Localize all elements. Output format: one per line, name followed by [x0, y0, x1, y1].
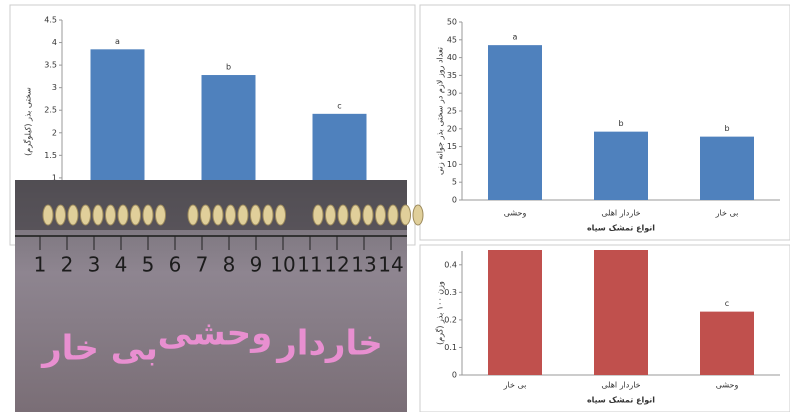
- ruler-number: 6: [169, 253, 182, 277]
- ruler-number: 3: [88, 253, 101, 277]
- seed: [106, 205, 116, 225]
- bar: [594, 237, 648, 375]
- y-tick-label: 50: [447, 18, 457, 27]
- bar-label: b: [724, 124, 729, 133]
- photo-label: وحشی: [158, 314, 273, 354]
- y-tick-label: 0.2: [444, 315, 457, 324]
- seed: [201, 205, 211, 225]
- y-tick-label: 40: [447, 53, 457, 62]
- seed: [118, 205, 128, 225]
- seed: [68, 205, 78, 225]
- bar-label: b: [618, 119, 623, 128]
- y-axis-label: وزن ۱۰۰ بذر (گرم): [435, 281, 445, 345]
- seed: [276, 205, 286, 225]
- bar: [700, 312, 754, 375]
- x-tick-label: خاردار اهلی: [601, 381, 640, 390]
- y-tick-label: 0: [452, 196, 457, 205]
- seed: [351, 205, 361, 225]
- bar-label: b: [226, 63, 231, 72]
- seed: [313, 205, 323, 225]
- y-tick-label: 5: [452, 178, 457, 187]
- seed: [131, 205, 141, 225]
- seed: [226, 205, 236, 225]
- seed: [156, 205, 166, 225]
- ruler-number: 14: [378, 253, 403, 277]
- y-tick-label: 3.5: [44, 61, 57, 70]
- y-tick-label: 2: [52, 128, 57, 137]
- ruler-number: 1: [34, 253, 47, 277]
- y-tick-label: 0.4: [444, 260, 457, 269]
- y-tick-label: 1.5: [44, 151, 57, 160]
- seed: [363, 205, 373, 225]
- seed: [188, 205, 198, 225]
- seed: [376, 205, 386, 225]
- figure: 00.511.522.533.544.5abcسختی بذر (کیلوگرم…: [0, 0, 790, 412]
- ruler-number: 11: [297, 253, 322, 277]
- seed: [43, 205, 53, 225]
- y-tick-label: 4: [52, 38, 57, 47]
- x-tick-label: بی خار: [715, 209, 739, 218]
- seed: [413, 205, 423, 225]
- seed: [401, 205, 411, 225]
- bar: [488, 237, 542, 375]
- ruler-number: 10: [270, 253, 295, 277]
- ruler-number: 7: [196, 253, 209, 277]
- seed: [251, 205, 261, 225]
- ruler-number: 13: [351, 253, 376, 277]
- seed: [388, 205, 398, 225]
- y-tick-label: 2.5: [44, 106, 57, 115]
- y-tick-label: 0.3: [444, 288, 457, 297]
- y-tick-label: 3: [52, 83, 57, 92]
- y-tick-label: 15: [447, 142, 457, 151]
- x-tick-label: وحشی: [504, 209, 527, 218]
- ruler-number: 5: [142, 253, 155, 277]
- ruler-number: 9: [250, 253, 263, 277]
- seed: [263, 205, 273, 225]
- y-tick-label: 20: [447, 124, 457, 133]
- y-tick-label: 25: [447, 107, 457, 116]
- bar: [700, 137, 754, 200]
- ruler-number: 2: [61, 253, 74, 277]
- seed: [338, 205, 348, 225]
- seed: [238, 205, 248, 225]
- bar: [488, 45, 542, 200]
- bar-label: a: [115, 37, 120, 46]
- bar-label: c: [337, 101, 341, 110]
- ruler-number: 4: [115, 253, 128, 277]
- bar-label: a: [513, 33, 518, 42]
- y-axis-label: تعداد روز لازم در سختی بذر جوانه زنی: [436, 47, 445, 175]
- y-tick-label: 10: [447, 160, 457, 169]
- seed: [81, 205, 91, 225]
- page: 00.511.522.533.544.5abcسختی بذر (کیلوگرم…: [0, 0, 790, 412]
- photo-label: خاردار: [275, 324, 383, 364]
- panel: [420, 5, 790, 240]
- x-axis-label: انواع تمشک سیاه: [587, 396, 655, 405]
- x-axis-label: انواع تمشک سیاه: [587, 224, 655, 233]
- ruler-number: 12: [324, 253, 349, 277]
- y-tick-label: 35: [447, 71, 457, 80]
- y-tick-label: 30: [447, 89, 457, 98]
- x-tick-label: وحشی: [716, 381, 739, 390]
- y-tick-label: 0: [452, 371, 457, 380]
- seed: [143, 205, 153, 225]
- seed: [93, 205, 103, 225]
- bar-label: c: [725, 299, 729, 308]
- y-tick-label: 45: [447, 35, 457, 44]
- x-tick-label: خاردار اهلی: [601, 209, 640, 218]
- seed: [56, 205, 66, 225]
- x-tick-label: بی خار: [503, 381, 527, 390]
- bar: [594, 132, 648, 200]
- photo-label: بی خار: [40, 329, 158, 369]
- seed: [326, 205, 336, 225]
- y-tick-label: 4.5: [44, 16, 57, 25]
- ruler-number: 8: [223, 253, 236, 277]
- y-axis-label: سختی بذر (کیلوگرم): [23, 87, 33, 156]
- seed: [213, 205, 223, 225]
- y-tick-label: 0.1: [444, 343, 457, 352]
